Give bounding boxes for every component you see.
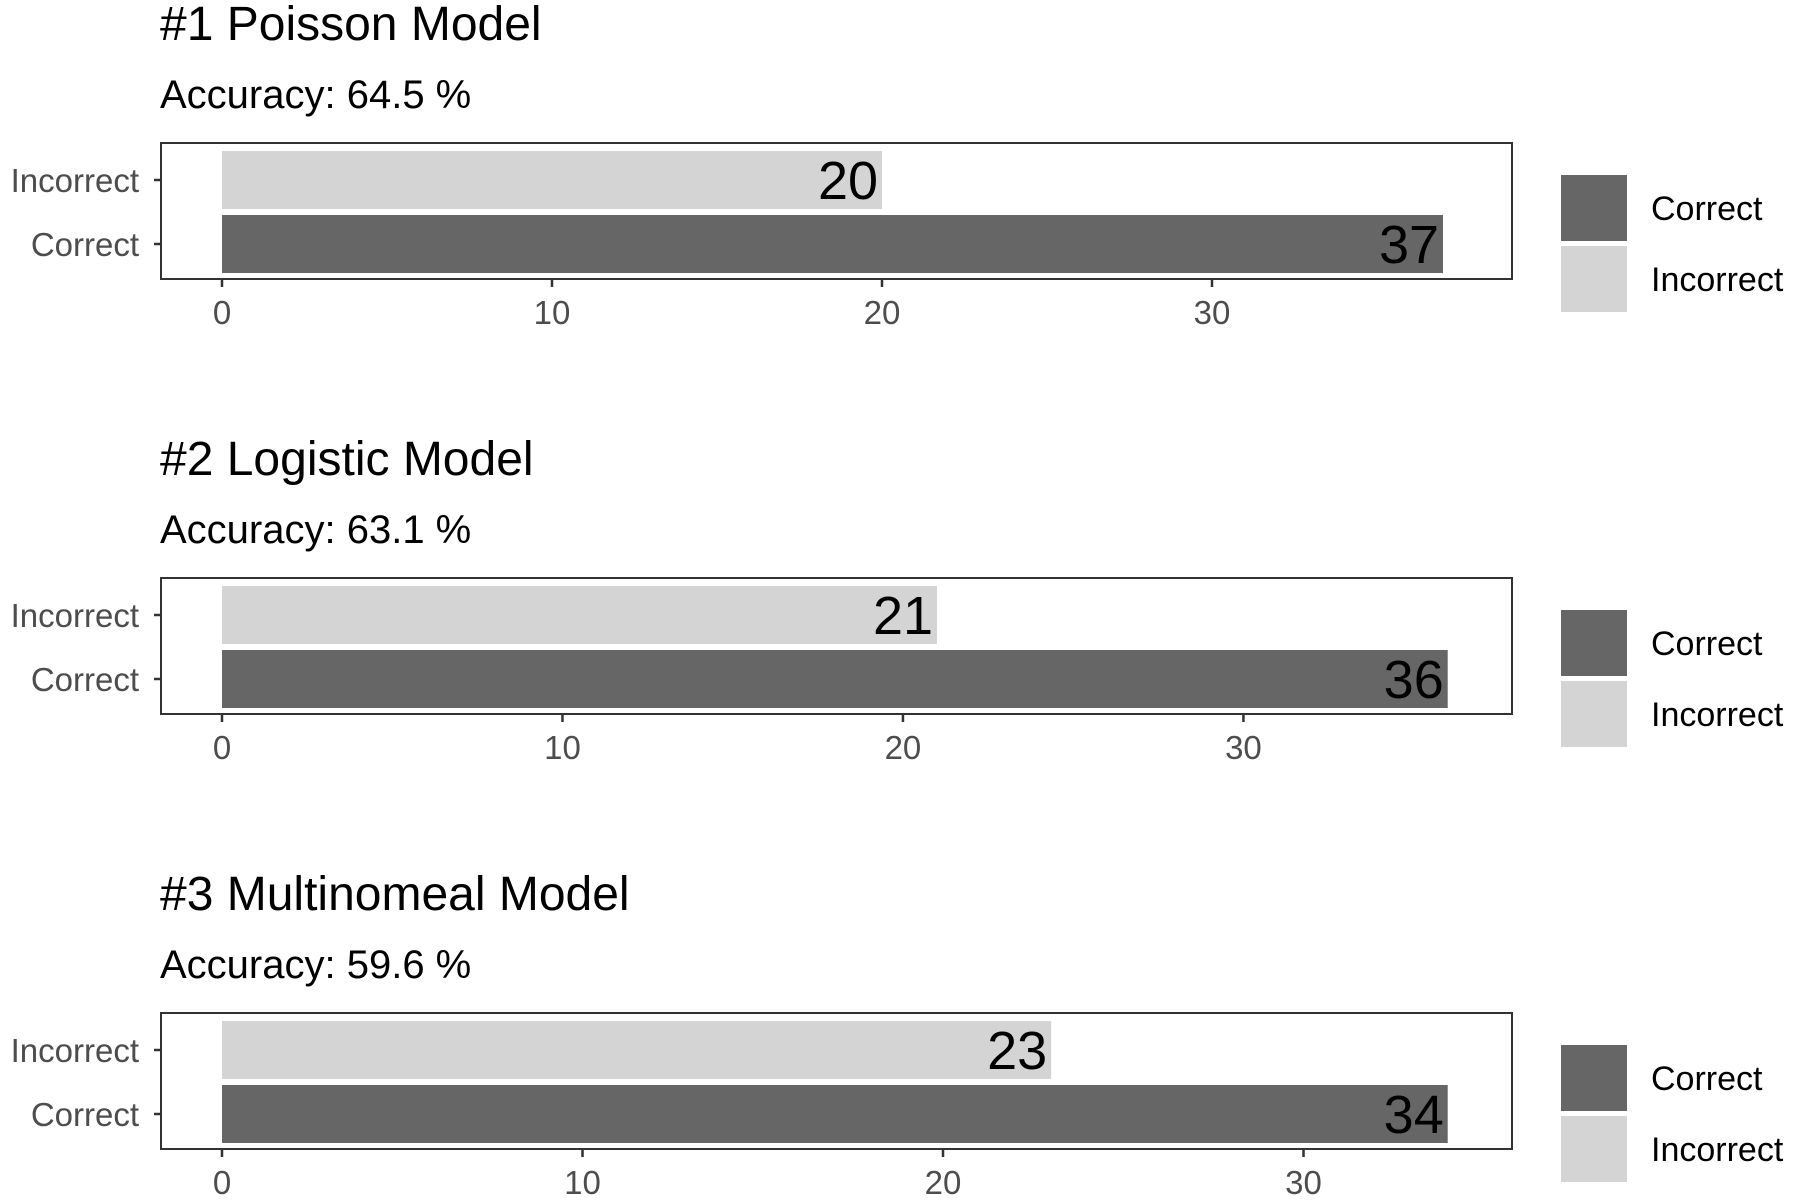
bar-value-label: 36 [1384, 650, 1444, 710]
y-tick-label: Correct [31, 226, 139, 263]
y-tick-label: Incorrect [11, 1032, 139, 1069]
legend-label: Correct [1651, 625, 1763, 663]
bar-value-label: 37 [1379, 215, 1439, 275]
x-tick-label: 30 [1194, 294, 1231, 331]
legend-label: Correct [1651, 1060, 1763, 1098]
y-tick-label: Incorrect [11, 597, 139, 634]
legend-key-correct [1561, 175, 1627, 241]
x-tick-label: 30 [1285, 1164, 1322, 1199]
x-tick-label: 10 [544, 729, 581, 766]
chart-subtitle: Accuracy: 63.1 % [160, 508, 471, 552]
bar-incorrect [222, 586, 937, 644]
chart-subtitle: Accuracy: 64.5 % [160, 73, 471, 117]
bar-correct [222, 1085, 1448, 1143]
y-tick-label: Correct [31, 1096, 139, 1133]
legend-key-correct [1561, 610, 1627, 676]
legend-label: Correct [1651, 190, 1763, 228]
legend-label: Incorrect [1651, 1131, 1784, 1169]
x-tick-label: 0 [213, 729, 231, 766]
bar-correct [222, 215, 1443, 273]
x-tick-label: 30 [1225, 729, 1262, 766]
panel-border [160, 142, 1513, 280]
y-tick-label: Incorrect [11, 162, 139, 199]
chart-subtitle: Accuracy: 59.6 % [160, 943, 471, 987]
panel-border [160, 577, 1513, 715]
chart-title: #3 Multinomeal Model [160, 868, 630, 921]
chart-title: #2 Logistic Model [160, 433, 534, 486]
y-tick-label: Correct [31, 661, 139, 698]
x-tick-label: 0 [213, 1164, 231, 1199]
bar-value-label: 21 [873, 586, 933, 646]
bar-incorrect [222, 151, 882, 209]
bar-incorrect [222, 1021, 1052, 1079]
x-tick-label: 20 [885, 729, 922, 766]
legend-key-incorrect [1561, 1116, 1627, 1182]
legend-label: Incorrect [1651, 696, 1784, 734]
x-tick-label: 10 [564, 1164, 601, 1199]
chart-title: #1 Poisson Model [160, 0, 542, 51]
bar-value-label: 20 [818, 151, 878, 211]
legend-key-incorrect [1561, 681, 1627, 747]
bar-value-label: 23 [987, 1021, 1047, 1081]
panel-border [160, 1012, 1513, 1150]
x-tick-label: 20 [864, 294, 901, 331]
x-tick-label: 10 [534, 294, 571, 331]
bar-value-label: 34 [1384, 1085, 1444, 1145]
legend-label: Incorrect [1651, 261, 1784, 299]
x-tick-label: 0 [213, 294, 231, 331]
x-tick-label: 20 [925, 1164, 962, 1199]
legend-key-correct [1561, 1045, 1627, 1111]
chart-panel-2: #2 Logistic Model Accuracy: 63.1 % 21 Incor… [11, 433, 1784, 766]
chart-panel-3: #3 Multinomeal Model Accuracy: 59.6 % 23 In… [11, 868, 1784, 1201]
chart-panel-1: #1 Poisson Model Accuracy: 64.5 % 20 Incorr… [11, 0, 1784, 331]
legend-key-incorrect [1561, 246, 1627, 312]
bar-correct [222, 650, 1448, 708]
